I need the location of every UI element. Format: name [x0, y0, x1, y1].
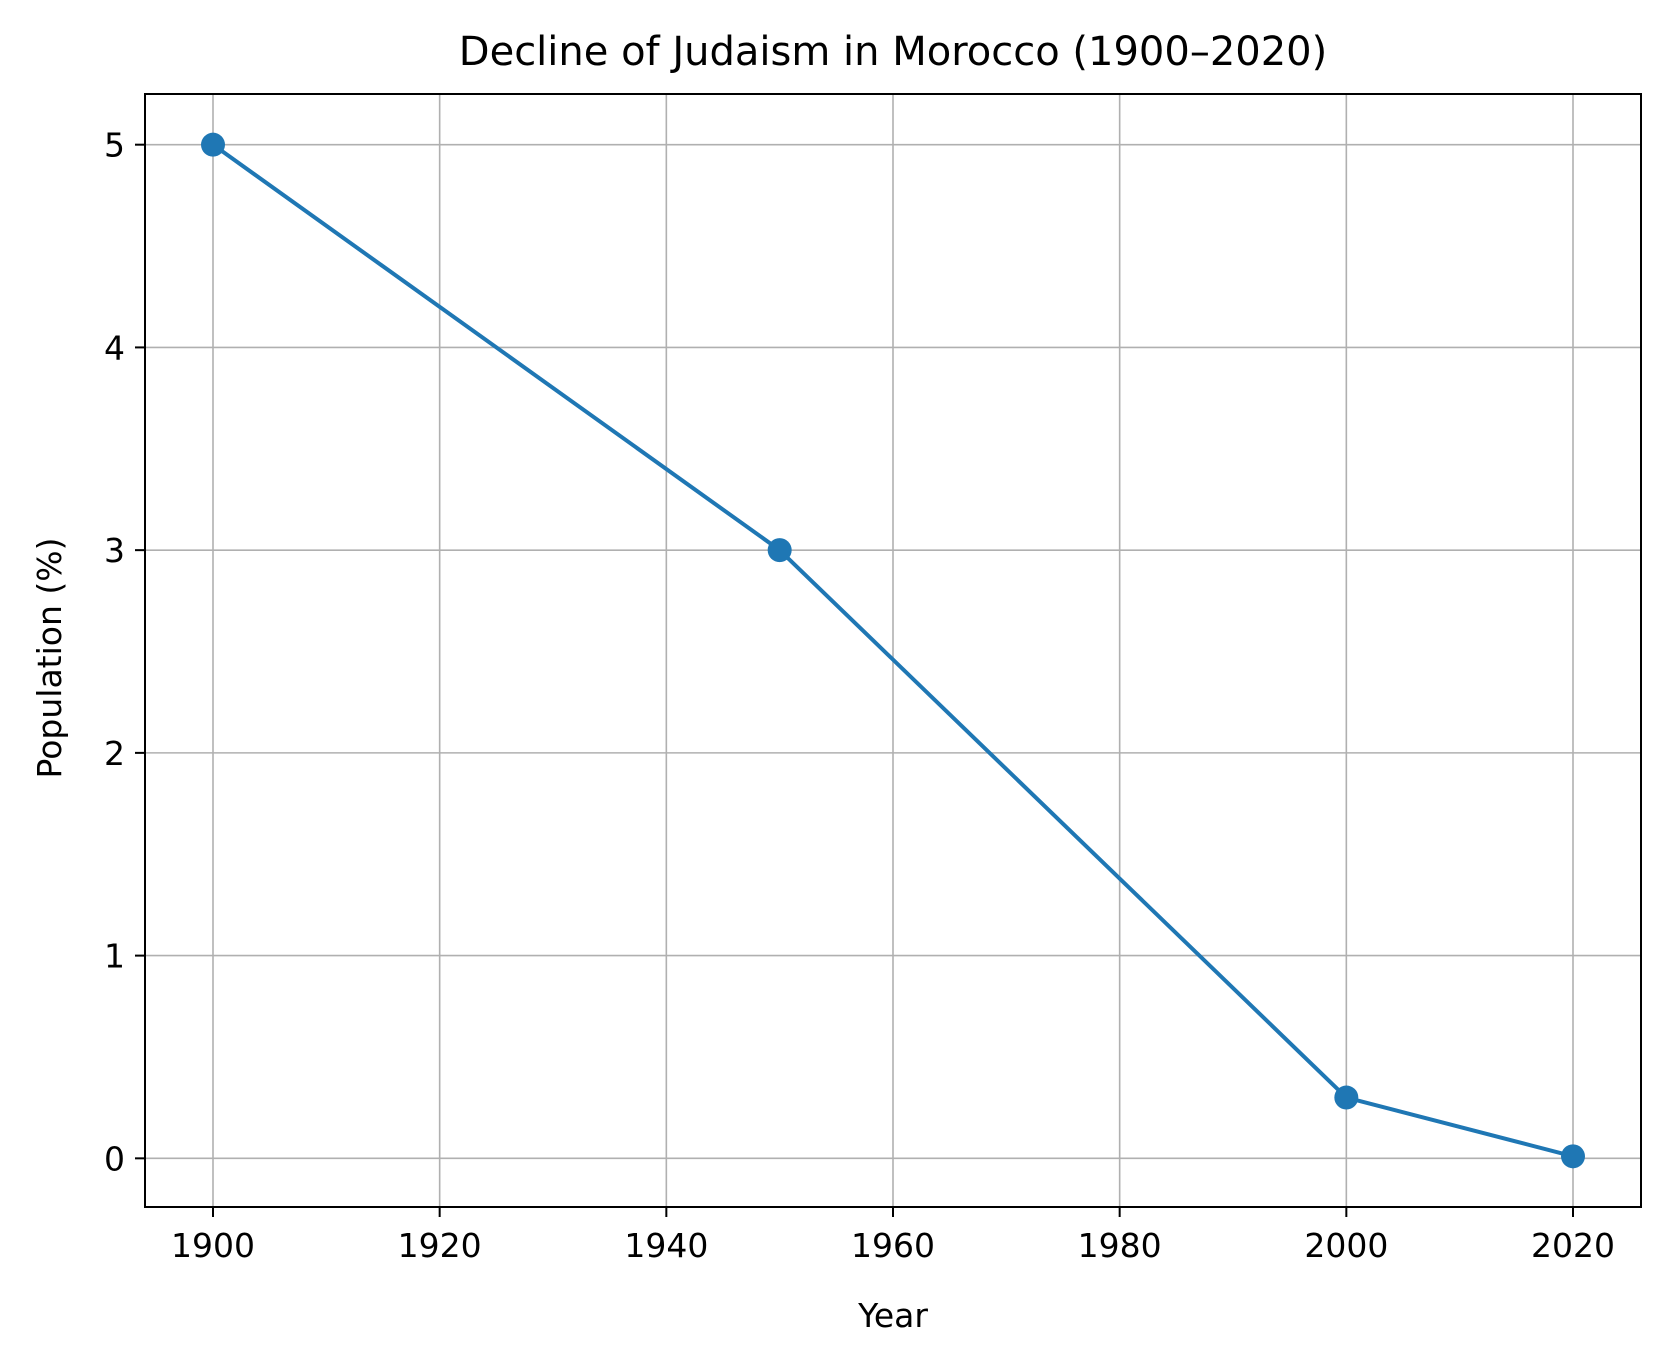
x-tick-label: 2020 — [1531, 1226, 1615, 1265]
data-point — [201, 132, 225, 157]
x-axis: 1900 1920 1940 1960 1980 2000 2020 — [171, 1207, 1615, 1265]
y-tick-label: 3 — [104, 531, 125, 570]
x-tick-label: 2000 — [1304, 1226, 1388, 1265]
x-tick-label: 1940 — [624, 1226, 708, 1265]
x-tick-label: 1960 — [851, 1226, 935, 1265]
chart-title: Decline of Judaism in Morocco (1900–2020… — [459, 29, 1327, 75]
y-axis: 0 1 2 3 4 5 — [104, 126, 145, 1178]
y-axis-label: Population (%) — [30, 538, 69, 779]
y-tick-label: 1 — [104, 937, 125, 976]
data-point — [1334, 1085, 1359, 1110]
y-tick-label: 0 — [104, 1139, 125, 1178]
x-tick-label: 1980 — [1078, 1226, 1162, 1265]
series-line — [211, 142, 1575, 1159]
series-layer — [201, 132, 1585, 1169]
y-tick-label: 4 — [104, 328, 125, 367]
grid — [145, 94, 1641, 1207]
x-axis-label: Year — [857, 1296, 928, 1335]
y-tick-label: 2 — [104, 734, 125, 773]
x-tick-label: 1920 — [398, 1226, 482, 1265]
data-point — [767, 538, 792, 563]
y-tick-label: 5 — [104, 126, 125, 165]
data-point — [1561, 1144, 1585, 1169]
x-tick-label: 1900 — [171, 1226, 255, 1265]
